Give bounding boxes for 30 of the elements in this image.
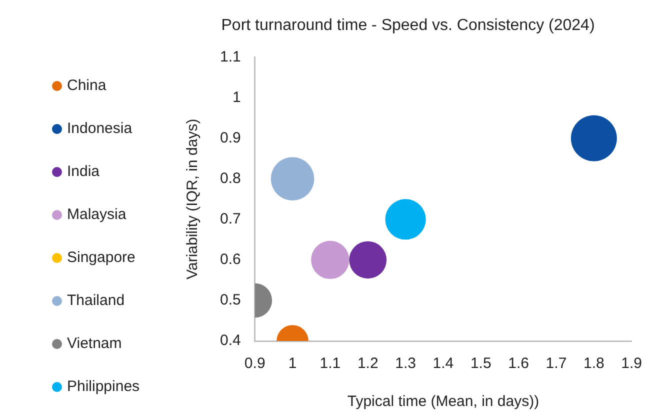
legend-label: Indonesia — [67, 120, 132, 137]
x-tick-label: 1.5 — [470, 355, 492, 372]
legend-label: Thailand — [67, 292, 125, 309]
chart-title: Port turnaround time - Speed vs. Consistency (2024) — [221, 17, 595, 34]
legend-label: Philippines — [67, 378, 140, 395]
legend-label: Vietnam — [67, 335, 122, 352]
legend-label: Singapore — [67, 249, 136, 266]
x-axis-title: Typical time (Mean, in days)) — [347, 393, 540, 410]
x-tick-label: 1.1 — [320, 355, 341, 372]
x-tick-label: 1.7 — [546, 355, 567, 372]
y-tick-label: 0.7 — [220, 210, 241, 228]
x-tick-label: 0.9 — [244, 355, 266, 372]
y-tick-label: 0.5 — [220, 292, 241, 309]
y-axis-title: Variability (IQR, in days) — [184, 118, 202, 280]
y-tick-label: 0.9 — [220, 129, 241, 146]
y-tick-label: 0.4 — [220, 332, 241, 350]
x-tick-label: 1.4 — [432, 355, 454, 372]
x-tick-label: 1.2 — [357, 355, 378, 372]
legend-label: China — [67, 77, 106, 94]
y-tick-label: 1.1 — [220, 48, 241, 66]
legend-label: India — [67, 163, 100, 180]
x-tick-label: 1.3 — [395, 355, 416, 372]
x-tick-label: 1 — [288, 355, 297, 372]
y-tick-label: 1 — [232, 88, 241, 106]
legend-label: Malaysia — [67, 206, 126, 223]
x-tick-label: 1.9 — [621, 355, 642, 372]
x-tick-label: 1.8 — [583, 355, 604, 372]
x-tick-label: 1.6 — [508, 355, 529, 372]
y-tick-label: 0.6 — [220, 251, 241, 268]
y-tick-label: 0.8 — [220, 170, 241, 187]
